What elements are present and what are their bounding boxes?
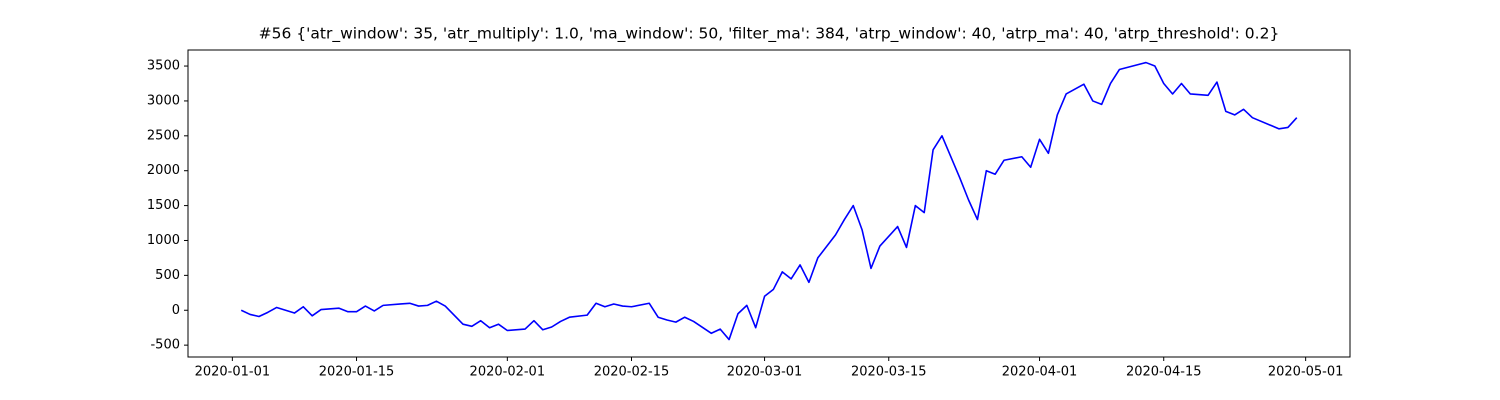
x-tick-label: 2020-01-01	[195, 365, 271, 380]
x-tick-label: 2020-05-01	[1268, 365, 1344, 380]
y-tick-label: 1500	[147, 198, 180, 213]
x-tick-label: 2020-02-15	[594, 365, 670, 380]
plot-frame	[187, 49, 1351, 358]
chart-title: #56 {'atr_window': 35, 'atr_multiply': 1…	[259, 25, 1280, 44]
line	[240, 61, 1298, 341]
y-tick-label: 500	[155, 268, 180, 283]
x-tick-label: 2020-02-01	[470, 365, 546, 380]
y-tick-label: 3500	[147, 59, 180, 74]
y-tick-label: 1000	[147, 233, 180, 248]
x-tick-label: 2020-03-15	[851, 365, 927, 380]
x-tick-label: 2020-03-01	[727, 365, 803, 380]
x-tick-label: 2020-01-15	[319, 365, 395, 380]
y-tick-label: 2500	[147, 128, 180, 143]
y-tick-label: 3000	[147, 93, 180, 108]
y-tick-label: 2000	[147, 163, 180, 178]
x-tick-label: 2020-04-15	[1126, 365, 1202, 380]
y-tick-label: 0	[172, 303, 180, 318]
y-tick-label: -500	[150, 338, 180, 353]
x-tick-label: 2020-04-01	[1002, 365, 1078, 380]
